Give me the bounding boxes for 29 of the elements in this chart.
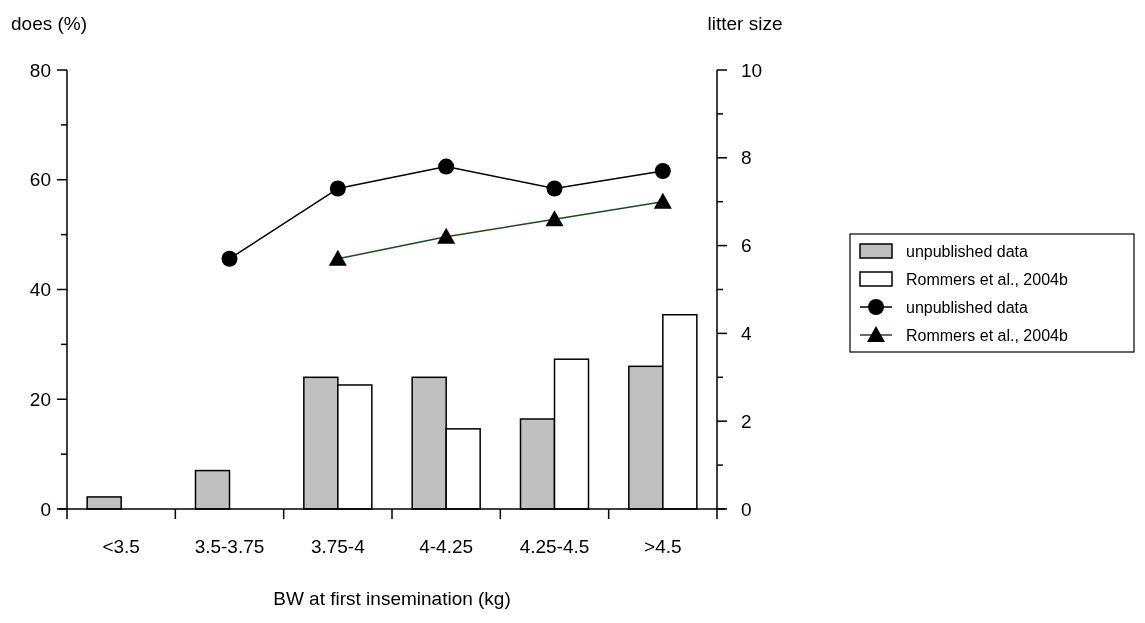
y2-tick-label: 8 xyxy=(741,147,752,169)
y-axis-title: does (%) xyxy=(11,13,88,34)
y2-axis-title: litter size xyxy=(707,13,783,34)
x-tick-label: >4.5 xyxy=(644,536,682,557)
y2-tick-label: 4 xyxy=(741,322,752,344)
legend-label: unpublished data xyxy=(906,298,1028,316)
point xyxy=(329,180,346,197)
x-tick-label: 4-4.25 xyxy=(419,536,474,557)
x-tick-label: 4.25-4.5 xyxy=(519,536,590,557)
point xyxy=(654,162,671,179)
x-tick-label: 3.75-4 xyxy=(310,536,366,557)
y-tick-label: 80 xyxy=(29,59,51,81)
y2-tick-label: 6 xyxy=(741,235,752,257)
y2-tick-label: 0 xyxy=(741,498,752,520)
x-tick-label: <3.5 xyxy=(102,536,140,557)
point xyxy=(221,250,238,267)
y-tick-label: 0 xyxy=(40,498,51,520)
x-tick-label: 3.5-3.75 xyxy=(194,536,265,557)
y2-tick-label: 2 xyxy=(741,410,752,432)
y-tick-label: 60 xyxy=(29,169,51,191)
point xyxy=(438,158,455,175)
legend-label: Rommers et al., 2004b xyxy=(906,270,1068,288)
x-axis-title: BW at first insemination (kg) xyxy=(273,588,511,609)
legend-label: Rommers et al., 2004b xyxy=(906,326,1068,344)
legend-label: unpublished data xyxy=(906,242,1028,260)
y2-tick-label: 10 xyxy=(741,59,763,81)
y-tick-label: 40 xyxy=(29,279,51,300)
point xyxy=(546,180,563,197)
y-tick-label: 20 xyxy=(29,388,51,410)
